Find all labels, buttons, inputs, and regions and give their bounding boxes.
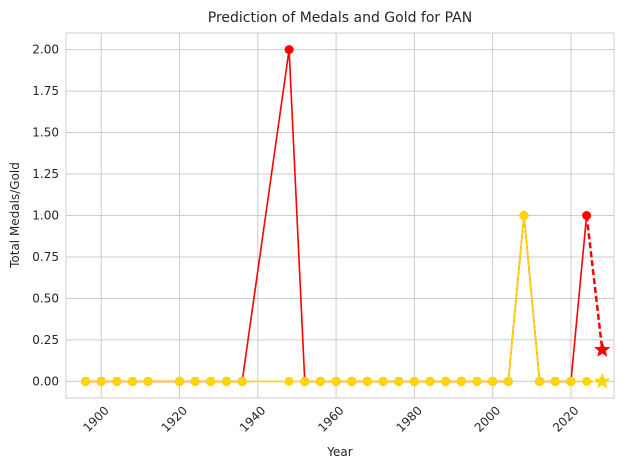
gold-point [128,376,138,386]
y-tick-label: 1.00 [32,209,59,223]
y-tick-label: 1.50 [32,126,59,140]
gold-point [221,376,231,386]
y-tick-labels: 0.00 0.25 0.50 0.75 1.00 1.25 1.50 1.75 2.00 [32,43,59,389]
y-tick-label: 2.00 [32,43,59,57]
total-medals-prediction-line [585,215,604,351]
x-tick-label: 1980 [393,403,424,434]
gold-point [566,376,576,386]
gold-point [331,376,341,386]
x-axis-title: Year [326,445,352,459]
gold-point [315,376,325,386]
gold-point [456,376,466,386]
y-tick-label: 1.25 [32,167,59,181]
gold-point [96,376,106,386]
gold-point [503,376,513,386]
gold-point [300,376,310,386]
total-medals-point [284,45,294,55]
gold-prediction-star-point [593,372,611,389]
y-tick-label: 0.00 [32,374,59,388]
gold-point [206,376,216,386]
gold-point [143,376,153,386]
gold-point [550,376,560,386]
x-tick-label: 2000 [472,403,503,434]
gold-point [237,376,247,386]
x-tick-label: 2020 [550,403,581,434]
gold-line [85,215,587,383]
plot-border [65,32,615,399]
gold-point [112,376,122,386]
gold-point [394,376,404,386]
gold-point [190,376,200,386]
x-tick-label: 1940 [237,403,268,434]
x-tick-label: 1920 [159,403,190,434]
total-medals-prediction-star-point [593,341,611,357]
gold-point [409,376,419,386]
x-tick-label: 1900 [80,403,111,434]
gold-point [347,376,357,386]
y-tick-label: 0.50 [32,291,59,305]
x-tick-label: 1960 [315,403,346,434]
gold-point [81,376,91,386]
chart-title: Prediction of Medals and Gold for PAN [208,10,472,26]
x-tick-labels: 1900 1920 1940 1960 1980 2000 2020 [80,403,581,434]
y-axis-title: Total Medals/Gold [8,162,22,269]
data-series [81,45,611,389]
gold-point [284,376,294,386]
y-tick-label: 0.25 [32,333,59,347]
y-tick-label: 1.75 [32,84,59,98]
gold-point [441,376,451,386]
gold-point [519,211,529,220]
gold-point [488,376,498,386]
gold-point [535,376,545,386]
gold-point [425,376,435,386]
gold-point [378,376,388,386]
plot-frame [65,32,615,399]
y-tick-label: 0.75 [32,250,59,264]
gold-point [175,376,185,386]
gold-point [472,376,482,386]
gold-point [362,376,372,386]
